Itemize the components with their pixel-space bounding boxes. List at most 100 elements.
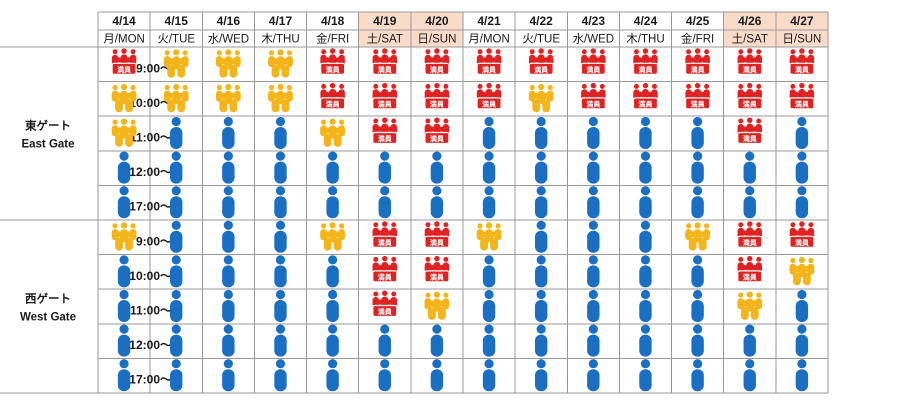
single-person-icon [170,186,183,219]
crowd-icon [111,83,137,113]
single-person-icon [639,359,652,392]
single-person-icon [639,289,652,322]
full-crowd-icon: 満員 [372,48,398,75]
full-crowd-icon: 満員 [424,82,450,110]
single-person-icon [743,359,756,392]
single-person-icon [482,359,496,392]
weekday-header: 月/MON [103,34,145,46]
weekday-header: 土/SAT [732,33,768,46]
single-person-icon [170,289,183,322]
weekday-header: 水/WED [573,33,615,46]
full-tag-text: 満員 [378,238,393,247]
single-person-icon [691,324,704,357]
full-tag-text: 満員 [430,273,445,282]
weekday-header: 日/SUN [782,34,821,46]
single-person-icon [795,116,809,149]
full-crowd-icon: 満員 [737,221,763,248]
labels: 4/14 月/MON 4/15 火/TUE 4/16 水/WED 4/17 木/THU 4/18… [20,14,821,387]
full-tag-text: 満員 [795,100,810,109]
crowd-icon [268,83,293,113]
single-person-icon [117,151,131,184]
single-person-icon [691,116,704,149]
single-person-icon [482,151,496,184]
single-person-icon [222,324,235,357]
single-person-icon [482,186,496,219]
weekday-header: 火/TUE [522,33,560,46]
single-person-icon [587,255,600,288]
single-person-icon [117,289,131,322]
single-person-icon [378,324,391,357]
single-person-icon [430,324,444,357]
time-slot-label: 12:00～ [129,338,172,352]
single-person-icon [743,151,756,184]
single-person-icon [274,324,287,357]
single-person-icon [691,255,704,288]
single-person-icon [222,220,235,253]
single-person-icon [170,220,183,253]
full-tag-text: 満員 [378,65,393,74]
single-person-icon [378,186,391,219]
single-person-icon [534,324,548,357]
single-person-icon [222,116,235,149]
weekday-header: 火/TUE [157,33,195,46]
single-person-icon [326,289,339,322]
single-person-icon [274,186,287,219]
single-person-icon [795,324,809,357]
single-person-icon [587,116,600,149]
single-person-icon [117,255,131,288]
crowd-icon [737,291,763,320]
single-person-icon [639,255,652,288]
full-crowd-icon: 満員 [424,255,450,283]
single-person-icon [326,359,339,392]
crowd-icon [685,222,711,251]
time-slot-label: 12:00～ [129,165,172,179]
single-person-icon [534,359,548,392]
gate-name-jp: 東ゲート [25,119,71,133]
full-crowd-icon: 満員 [424,221,450,248]
full-crowd-icon: 満員 [789,48,815,75]
date-header: 4/14 [112,14,136,28]
full-tag-text: 満員 [430,238,445,247]
weekday-header: 日/SUN [417,34,456,46]
full-crowd-icon: 満員 [580,82,606,110]
full-crowd-icon: 満員 [372,117,398,145]
crowd-icon [320,118,346,147]
full-tag-text: 満員 [691,100,706,109]
single-person-icon [587,324,600,357]
time-slot-label: 11:00～ [130,131,172,145]
single-person-icon [170,116,183,149]
single-person-icon [639,116,652,149]
single-person-icon [430,151,444,184]
single-person-icon [378,359,391,392]
full-crowd-icon: 満員 [737,82,763,110]
single-person-icon [170,324,183,357]
full-crowd-icon: 満員 [632,82,659,110]
date-header: 4/26 [738,14,762,28]
single-person-icon [170,255,183,288]
weekday-header: 金/FRI [681,32,714,46]
full-tag-text: 満員 [430,65,445,74]
full-crowd-icon: 満員 [372,82,398,110]
time-slot-label: 17:00～ [129,200,172,214]
full-tag-text: 満員 [482,65,497,74]
crowd-icon [424,291,450,320]
crowd-icon [476,222,502,251]
time-slot-label: 10:00～ [129,96,172,110]
single-person-icon [639,220,652,253]
full-tag-text: 満員 [430,134,445,143]
crowd-icon [215,49,241,78]
gate-name-en: West Gate [20,312,76,324]
single-person-icon [170,359,183,392]
single-person-icon [639,151,652,184]
time-slot-label: 10:00～ [129,269,172,283]
single-person-icon [117,359,131,392]
date-header: 4/19 [373,14,397,28]
single-person-icon [274,289,287,322]
single-person-icon [795,186,809,219]
full-tag-text: 満員 [743,238,758,247]
full-crowd-icon: 満員 [737,255,763,283]
weekday-header: 木/THU [626,33,664,46]
single-person-icon [639,324,652,357]
full-tag-text: 満員 [378,134,393,143]
